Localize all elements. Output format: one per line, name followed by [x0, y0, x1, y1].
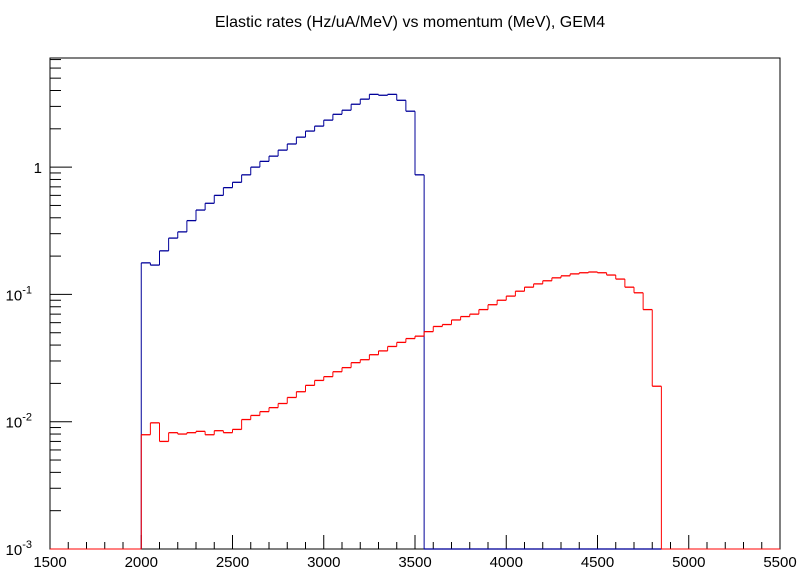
y-tick-label: 10-3: [6, 539, 32, 559]
y-tick-label: 10-2: [6, 412, 32, 432]
y-tick-label: 10-1: [6, 284, 32, 304]
y-tick-label: 1: [34, 160, 42, 177]
y-tick-base: 10: [6, 415, 23, 432]
x-tick-label: 4000: [490, 554, 523, 571]
x-tick-label: 5000: [672, 554, 705, 571]
chart-title: Elastic rates (Hz/uA/MeV) vs momentum (M…: [215, 14, 605, 31]
y-tick-exponent: -1: [22, 284, 32, 296]
x-tick-label: 2000: [125, 554, 158, 571]
y-tick-base: 10: [6, 542, 23, 559]
x-tick-label: 5500: [763, 554, 796, 571]
y-tick-exponent: -3: [22, 539, 32, 551]
x-tick-label: 1500: [33, 554, 66, 571]
x-tick-label: 3000: [307, 554, 340, 571]
y-tick-base: 10: [6, 287, 23, 304]
y-tick-exponent: -2: [22, 412, 32, 424]
x-tick-label: 2500: [216, 554, 249, 571]
x-tick-label: 3500: [398, 554, 431, 571]
x-tick-label: 4500: [581, 554, 614, 571]
